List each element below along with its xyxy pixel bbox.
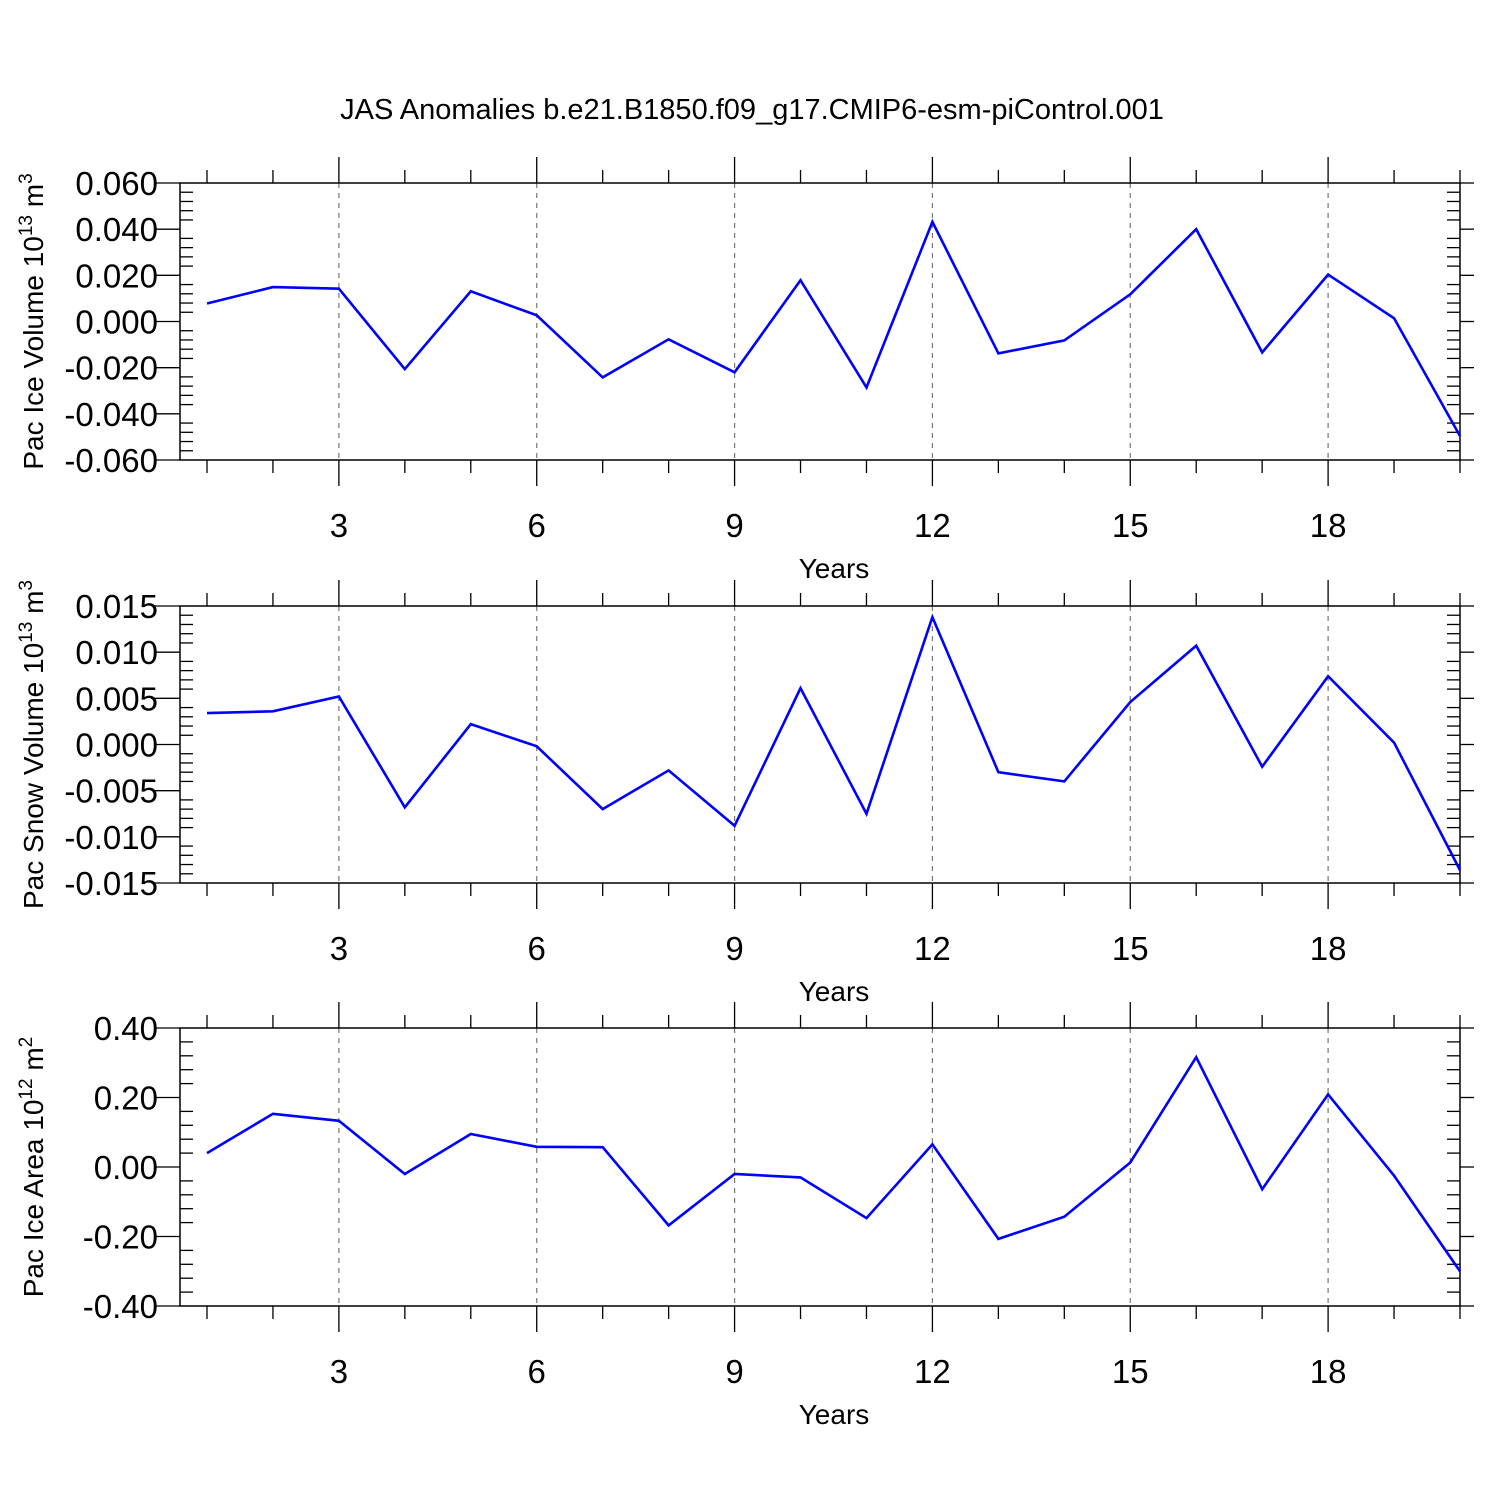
ice-volume-ytick-label-0: 0.060 <box>75 165 158 202</box>
ice-area-xtick-label-0: 3 <box>330 1353 348 1390</box>
panel-snow-volume: 0.015 0.010 0.005 0.000 -0.005 -0.010 -0.015 3 6… <box>16 580 1474 1007</box>
snow-volume-xtick-label-1: 6 <box>528 930 546 967</box>
snow-volume-xtick-label-0: 3 <box>330 930 348 967</box>
ice-volume-ytick-label-4: -0.020 <box>64 350 158 387</box>
ice-volume-xtick-label-2: 9 <box>725 507 743 544</box>
snow-volume-ytick-label-3: 0.000 <box>75 727 158 764</box>
snow-volume-ytick-label-0: 0.015 <box>75 588 158 625</box>
ice-area-x-axis-label: Years <box>799 1399 870 1430</box>
ice-volume-ytick-label-2: 0.020 <box>75 257 158 294</box>
snow-volume-xtick-label-4: 15 <box>1112 930 1149 967</box>
ice-area-ytick-label-2: 0.00 <box>94 1149 158 1186</box>
snow-volume-ytick-label-2: 0.005 <box>75 680 158 717</box>
ice-volume-xtick-label-3: 12 <box>914 507 951 544</box>
ice-volume-xtick-label-4: 15 <box>1112 507 1149 544</box>
ice-volume-x-axis-label: Years <box>799 553 870 584</box>
ice-volume-series-line-0 <box>206 218 1462 437</box>
snow-volume-ytick-label-1: 0.010 <box>75 634 158 671</box>
snow-volume-y-axis-label: Pac Snow Volume 1013 m3 <box>16 580 49 909</box>
snow-volume-xtick-label-3: 12 <box>914 930 951 967</box>
panel-ice-volume: 0.060 0.040 0.020 0.000 -0.020 -0.040 -0.060 3 6… <box>16 157 1474 584</box>
ice-area-ytick-label-3: -0.20 <box>83 1219 158 1256</box>
ice-volume-ytick-label-6: -0.060 <box>64 442 158 479</box>
ice-volume-plot-frame <box>179 182 1461 461</box>
ice-area-ytick-label-1: 0.20 <box>94 1080 158 1117</box>
ice-area-xtick-label-1: 6 <box>528 1353 546 1390</box>
snow-volume-series-line-0 <box>206 613 1462 871</box>
ice-area-ytick-label-4: -0.40 <box>83 1288 158 1325</box>
ice-area-xtick-label-5: 18 <box>1310 1353 1347 1390</box>
snow-volume-x-axis-label: Years <box>799 976 870 1007</box>
snow-volume-xtick-label-5: 18 <box>1310 930 1347 967</box>
snow-volume-ytick-label-4: -0.005 <box>64 773 158 810</box>
snow-volume-ytick-label-5: -0.010 <box>64 819 158 856</box>
ice-volume-ytick-label-3: 0.000 <box>75 304 158 341</box>
chart-title: JAS Anomalies b.e21.B1850.f09_g17.CMIP6-… <box>340 94 1164 126</box>
snow-volume-xtick-label-2: 9 <box>725 930 743 967</box>
ice-area-ytick-label-0: 0.40 <box>94 1010 158 1047</box>
ice-area-plot-frame <box>179 1027 1461 1307</box>
ice-area-y-axis-label: Pac Ice Area 1012 m2 <box>16 1037 49 1298</box>
ice-volume-ytick-label-1: 0.040 <box>75 211 158 248</box>
panel-ice-area: 0.40 0.20 0.00 -0.20 -0.40 3 6 9 12 15 18 Years Pac … <box>16 1002 1474 1430</box>
snow-volume-plot-frame <box>179 605 1461 884</box>
ice-volume-y-axis-label: Pac Ice Volume 1013 m3 <box>16 173 49 469</box>
ice-volume-ytick-label-5: -0.040 <box>64 396 158 433</box>
ice-volume-xtick-label-1: 6 <box>528 507 546 544</box>
ice-area-xtick-label-3: 12 <box>914 1353 951 1390</box>
ice-area-xtick-label-4: 15 <box>1112 1353 1149 1390</box>
ice-volume-xtick-label-0: 3 <box>330 507 348 544</box>
snow-volume-ytick-label-6: -0.015 <box>64 865 158 902</box>
ice-area-xtick-label-2: 9 <box>725 1353 743 1390</box>
ice-volume-xtick-label-5: 18 <box>1310 507 1347 544</box>
ice-area-series-line-0 <box>206 1054 1462 1273</box>
